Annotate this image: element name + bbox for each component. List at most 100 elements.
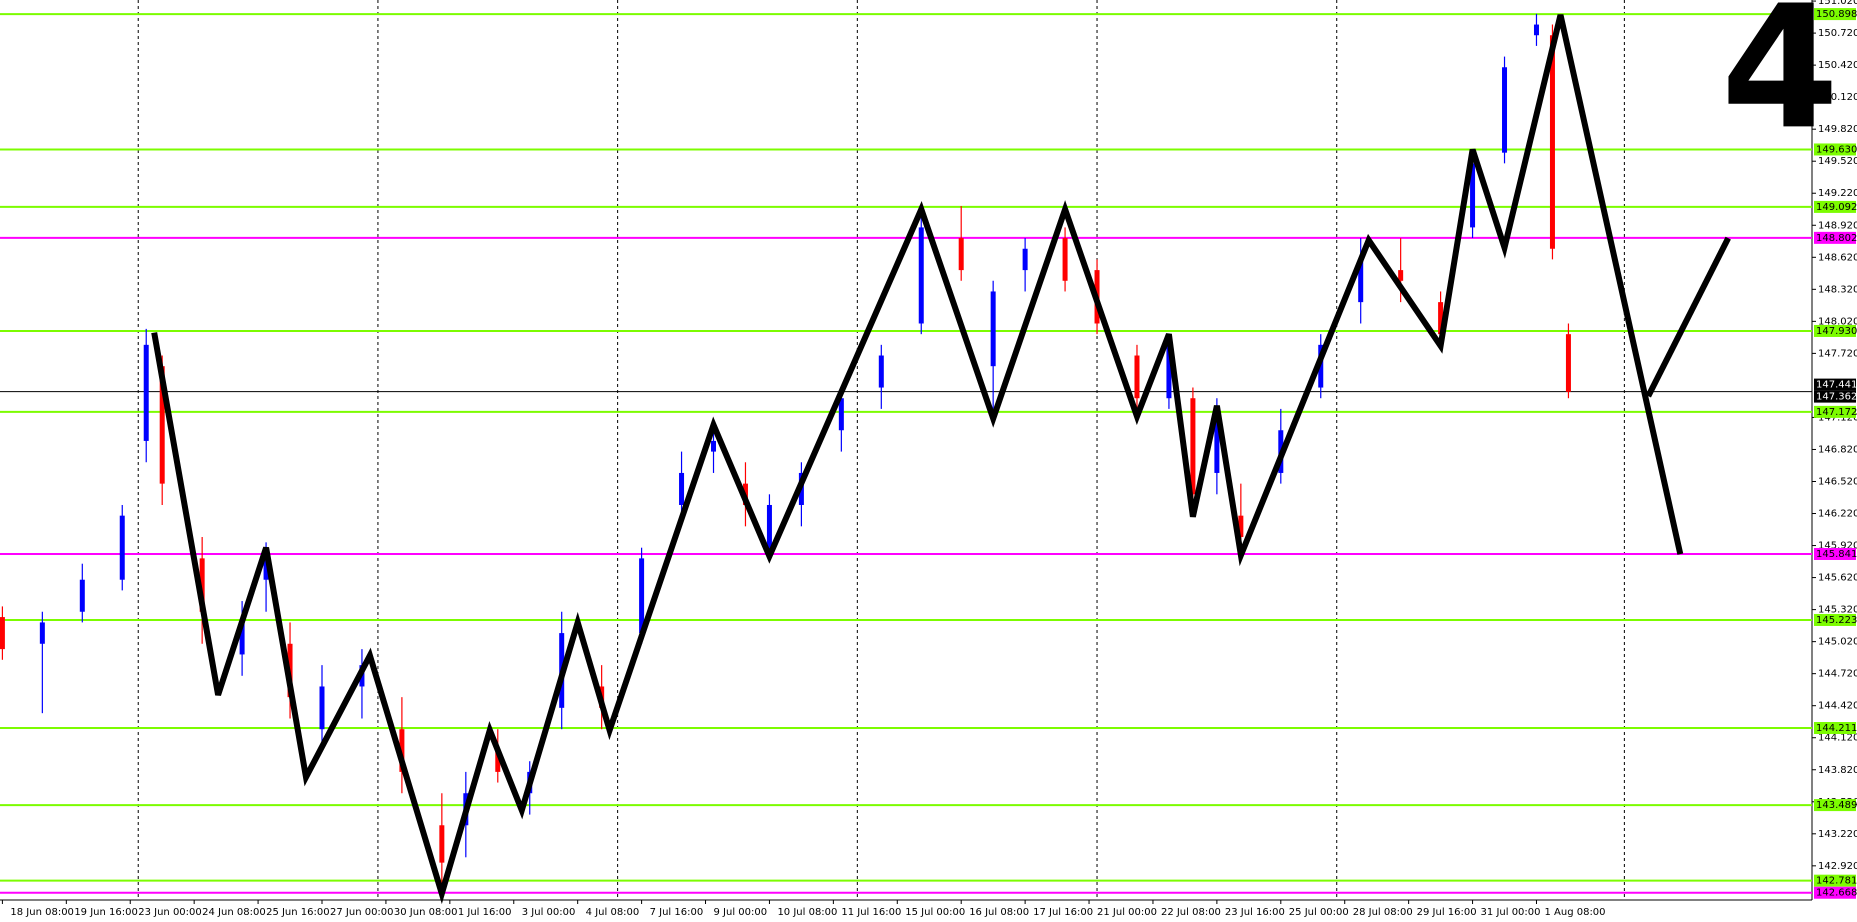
- candle-body: [1565, 334, 1571, 392]
- level-tag: [1814, 324, 1856, 337]
- y-tick-label: 145.620: [1818, 573, 1857, 584]
- level-tag: [1814, 547, 1856, 560]
- candle-body: [1398, 270, 1404, 281]
- x-tick-label: 19 Jun 16:00: [74, 907, 138, 918]
- x-tick-label: 9 Jul 00:00: [714, 907, 768, 918]
- y-tick-label: 147.120: [1818, 412, 1857, 423]
- level-label: 145.841: [1816, 549, 1857, 560]
- x-tick-label: 11 Jul 16:00: [841, 907, 901, 918]
- x-tick-label: 4 Jul 08:00: [586, 907, 640, 918]
- candle-body: [1022, 248, 1028, 271]
- level-tag: [1814, 405, 1856, 418]
- candle-body: [1358, 259, 1364, 303]
- candle-body: [495, 750, 501, 772]
- level-tag: [1814, 200, 1856, 213]
- level-label: 147.172: [1816, 407, 1857, 418]
- level-tag: [1814, 799, 1856, 812]
- x-tick-label: 1 Aug 08:00: [1544, 907, 1605, 918]
- zigzag-line: [151, 14, 1684, 905]
- level-label: 149.630: [1816, 144, 1857, 155]
- level-tag: [1814, 8, 1856, 21]
- y-tick-label: 142.920: [1818, 861, 1857, 872]
- level-tag: [1814, 231, 1856, 244]
- candle-body: [990, 291, 996, 367]
- candle-body: [918, 227, 924, 324]
- candle-body: [1549, 35, 1555, 249]
- y-tick-label: 148.620: [1818, 252, 1857, 263]
- level-tag: [1814, 613, 1856, 626]
- y-tick-label: 150.120: [1818, 92, 1857, 103]
- candle-body: [0, 617, 5, 650]
- candle-body: [679, 472, 685, 505]
- candle-body: [143, 344, 149, 441]
- y-tick-label: 146.220: [1818, 509, 1857, 520]
- x-tick-label: 10 Jul 08:00: [777, 907, 837, 918]
- x-tick-label: 23 Jul 16:00: [1225, 907, 1285, 918]
- x-tick-label: 29 Jul 16:00: [1417, 907, 1477, 918]
- y-tick-label: 148.020: [1818, 316, 1857, 327]
- candle-body: [711, 440, 717, 452]
- level-tag: [1814, 722, 1856, 735]
- y-tick-label: 143.820: [1818, 765, 1857, 776]
- x-tick-label: 23 Jun 00:00: [138, 907, 202, 918]
- candle-body: [119, 515, 125, 580]
- price-tag: [1814, 390, 1856, 403]
- x-tick-label: 3 Jul 00:00: [522, 907, 576, 918]
- level-label: 147.930: [1816, 326, 1857, 337]
- y-tick-label: 148.320: [1818, 284, 1857, 295]
- level-label: 148.802: [1816, 233, 1857, 244]
- x-tick-label: 27 Jun 00:00: [330, 907, 394, 918]
- level-tag: [1814, 886, 1856, 899]
- candle-body: [1190, 398, 1196, 495]
- candle-body: [1134, 355, 1140, 399]
- candle-body: [39, 622, 45, 644]
- level-label: 145.223: [1816, 615, 1857, 626]
- y-tick-label: 150.420: [1818, 60, 1857, 71]
- x-tick-label: 28 Jul 08:00: [1353, 907, 1413, 918]
- candle-body: [639, 558, 645, 634]
- x-tick-label: 22 Jul 08:00: [1161, 907, 1221, 918]
- candle-body: [878, 355, 884, 388]
- x-tick-label: 1 Jul 16:00: [458, 907, 512, 918]
- level-tag: [1814, 143, 1856, 156]
- x-tick-label: 31 Jul 00:00: [1481, 907, 1541, 918]
- y-tick-label: 144.720: [1818, 669, 1857, 680]
- candle-body: [439, 825, 445, 863]
- level-label: 144.211: [1816, 723, 1857, 734]
- y-tick-label: 149.220: [1818, 188, 1857, 199]
- wave-number: 4: [1721, 0, 1839, 167]
- candle-body: [263, 558, 269, 580]
- x-tick-label: 18 Jun 08:00: [10, 907, 74, 918]
- price-tag-label: 147.362: [1816, 392, 1857, 403]
- candle-body: [958, 238, 964, 271]
- level-label: 143.489: [1816, 800, 1857, 811]
- y-tick-label: 145.320: [1818, 605, 1857, 616]
- level-label: 150.898: [1816, 9, 1857, 20]
- y-tick-label: 146.820: [1818, 444, 1857, 455]
- candle-body: [1214, 419, 1220, 473]
- y-tick-label: 149.820: [1818, 124, 1857, 135]
- y-tick-label: 145.920: [1818, 541, 1857, 552]
- x-tick-label: 25 Jun 16:00: [266, 907, 330, 918]
- level-label: 149.092: [1816, 202, 1857, 213]
- candle-body: [1062, 238, 1068, 281]
- x-tick-label: 17 Jul 16:00: [1033, 907, 1093, 918]
- projection-line: [1645, 236, 1731, 398]
- y-tick-label: 151.020: [1818, 0, 1857, 7]
- candle-body: [159, 366, 165, 484]
- candle-body: [766, 504, 772, 548]
- level-label: 142.668: [1816, 888, 1857, 899]
- price-tag: [1814, 378, 1856, 391]
- y-tick-label: 146.520: [1818, 476, 1857, 487]
- price-tag-label: 147.441: [1816, 380, 1857, 391]
- candle-body: [1470, 163, 1476, 228]
- candle-body: [399, 729, 405, 772]
- candle-body: [1438, 302, 1444, 335]
- level-label: 142.781: [1816, 876, 1857, 887]
- y-tick-label: 149.520: [1818, 156, 1857, 167]
- candle-body: [319, 686, 325, 730]
- candle-body: [1533, 24, 1539, 36]
